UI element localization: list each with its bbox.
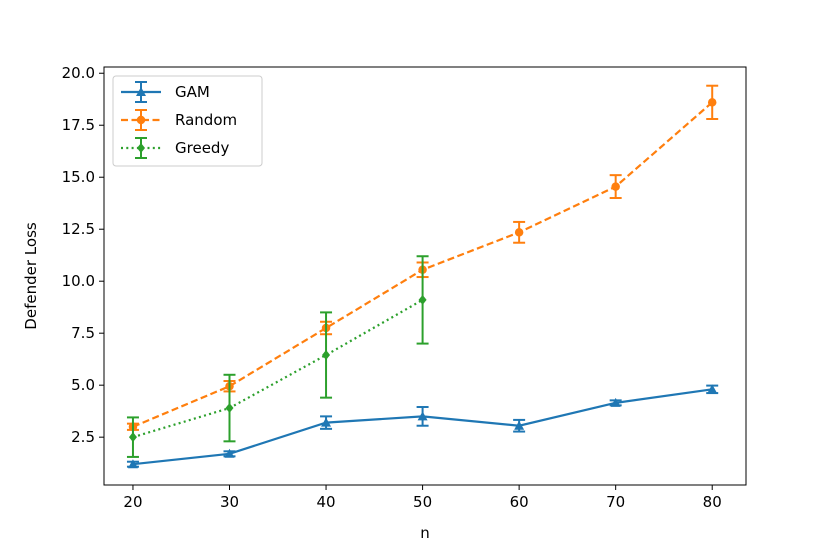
data-point-random [514, 228, 524, 237]
y-tick-label: 17.5 [62, 116, 95, 134]
series-layer [126, 84, 719, 469]
series-line-greedy [132, 298, 424, 439]
data-point-random [707, 98, 717, 107]
legend-label-greedy: Greedy [175, 139, 229, 157]
data-point-greedy [128, 432, 137, 443]
series-greedy [126, 255, 429, 458]
x-tick-label: 50 [413, 493, 432, 511]
y-tick-label: 15.0 [62, 168, 95, 186]
data-point-gam [707, 384, 718, 394]
plot-frame [103, 66, 747, 486]
x-tick-label: 70 [606, 493, 625, 511]
y-axis: 2.5 5.0 7.5 10.0 12.5 15.0 17.5 20.0 [62, 64, 104, 446]
data-point-greedy [322, 350, 331, 361]
data-point-gam [224, 448, 235, 458]
legend: GAM Random Greedy [112, 75, 263, 167]
x-tick-label: 20 [123, 493, 142, 511]
x-axis: 20 30 40 50 60 70 80 [123, 485, 722, 511]
data-point-gam [127, 459, 138, 469]
data-point-gam [610, 397, 621, 407]
legend-marker-gam [136, 87, 146, 96]
y-tick-label: 10.0 [62, 272, 95, 290]
y-tick-label: 5.0 [71, 376, 95, 394]
x-tick-label: 30 [220, 493, 239, 511]
legend-label-gam: GAM [175, 83, 210, 101]
data-point-gam [514, 420, 525, 430]
legend-label-random: Random [175, 111, 237, 129]
data-point-gam [321, 417, 332, 427]
legend-box [112, 75, 263, 167]
y-axis-label: Defender Loss [22, 222, 40, 330]
y-tick-label: 12.5 [62, 220, 95, 238]
x-tick-label: 40 [316, 493, 335, 511]
data-point-greedy [418, 294, 427, 305]
y-tick-label: 7.5 [71, 324, 95, 342]
series-gam [126, 384, 719, 469]
x-tick-label: 60 [510, 493, 529, 511]
data-point-gam [417, 411, 428, 421]
data-point-greedy [225, 403, 234, 414]
x-tick-label: 80 [703, 493, 722, 511]
legend-marker-random [136, 115, 146, 125]
legend-marker-greedy [137, 143, 145, 153]
y-tick-label: 20.0 [62, 64, 95, 82]
x-axis-label: n [420, 524, 430, 542]
data-point-random [611, 182, 620, 191]
y-tick-label: 2.5 [71, 428, 95, 446]
